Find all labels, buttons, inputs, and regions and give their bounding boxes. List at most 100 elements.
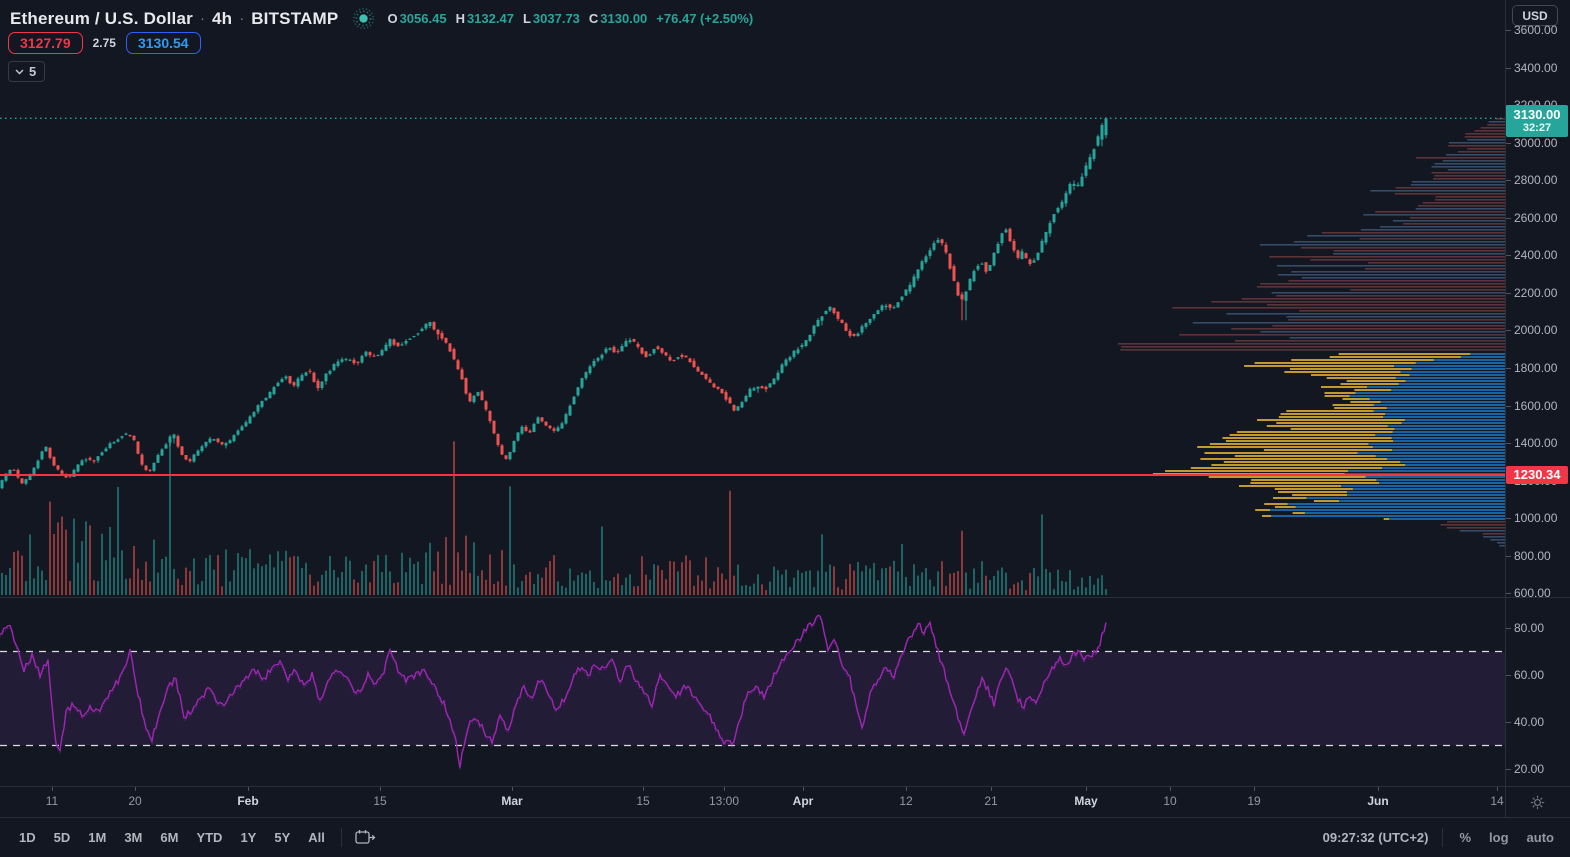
time-axis-label: 12	[899, 794, 913, 808]
high-label: H	[455, 11, 465, 26]
separator-dot: ·	[199, 10, 205, 27]
time-axis-label: 10	[1163, 794, 1177, 808]
time-axis-tick	[991, 787, 992, 791]
range-button-1d[interactable]: 1D	[19, 830, 36, 845]
low-value: 3037.73	[532, 11, 580, 26]
price-axis-tick	[1506, 218, 1511, 219]
price-axis-tick	[1506, 443, 1511, 444]
time-axis-label: 20	[128, 794, 142, 808]
time-axis-tick	[906, 787, 907, 791]
rsi-axis-tick	[1506, 628, 1511, 629]
time-axis-tick	[724, 787, 725, 791]
time-axis-label: 15	[636, 794, 650, 808]
pane-separator[interactable]	[0, 597, 1570, 598]
bar-countdown: 32:27	[1522, 122, 1552, 134]
price-axis-label: 2800.00	[1514, 173, 1558, 187]
rsi-axis-tick	[1506, 675, 1511, 676]
price-axis-label: 2000.00	[1514, 323, 1558, 337]
interval-label[interactable]: 4h	[211, 8, 233, 28]
price-axis[interactable]: USD 3600.003400.003200.003000.002800.002…	[1506, 0, 1570, 786]
go-to-date-button[interactable]	[349, 827, 382, 848]
session-clock[interactable]: 09:27:32 (UTC+2)	[1322, 830, 1429, 845]
price-axis-label: 2400.00	[1514, 248, 1558, 262]
time-axis-label: 14	[1490, 794, 1504, 808]
calendar-icon	[355, 830, 376, 844]
price-axis-tick	[1506, 518, 1511, 519]
price-axis-tick	[1506, 330, 1511, 331]
spread-value: 2.75	[92, 36, 116, 50]
time-axis-label: 11	[45, 794, 59, 808]
price-axis-tick	[1506, 293, 1511, 294]
price-axis-tick	[1506, 180, 1511, 181]
object-tree-count: 5	[29, 64, 37, 79]
price-axis-label: 2200.00	[1514, 286, 1558, 300]
price-chart-pane[interactable]	[0, 0, 1505, 597]
price-axis-tick	[1506, 255, 1511, 256]
time-axis-tick	[1254, 787, 1255, 791]
bid-button[interactable]: 3127.79	[8, 32, 83, 54]
rsi-indicator-pane[interactable]	[0, 598, 1505, 786]
range-button-ytd[interactable]: YTD	[196, 830, 223, 845]
open-label: O	[387, 11, 398, 26]
price-axis-tick	[1506, 30, 1511, 31]
close-value: 3130.00	[600, 11, 648, 26]
exchange-logo-icon	[352, 7, 375, 30]
time-axis-label: 13:00	[708, 794, 740, 808]
range-button-5d[interactable]: 5D	[53, 830, 71, 845]
price-axis-label: 3400.00	[1514, 61, 1558, 75]
time-axis-tick	[643, 787, 644, 791]
separator-dot: ·	[239, 10, 245, 27]
exchange-label[interactable]: BITSTAMP	[251, 8, 339, 28]
axis-settings-corner[interactable]	[1505, 787, 1570, 817]
rsi-axis-label: 20.00	[1514, 762, 1545, 776]
time-axis-tick	[248, 787, 249, 791]
price-axis-tick	[1506, 593, 1511, 594]
range-button-1y[interactable]: 1Y	[240, 830, 257, 845]
time-axis-tick	[52, 787, 53, 791]
range-button-3m[interactable]: 3M	[124, 830, 143, 845]
range-button-1m[interactable]: 1M	[88, 830, 107, 845]
chevron-down-icon	[15, 69, 24, 74]
high-value: 3132.47	[466, 11, 514, 26]
chart-header: Ethereum / U.S. Dollar · 4h · BITSTAMP O…	[10, 7, 753, 30]
date-range-buttons: 1D 5D 1M 3M 6M YTD 1Y 5Y All	[10, 826, 334, 849]
price-axis-label: 600.00	[1514, 586, 1551, 600]
log-scale-button[interactable]: log	[1489, 830, 1509, 845]
current-price-value: 3130.00	[1513, 107, 1561, 122]
time-axis-label: Apr	[792, 794, 814, 808]
time-axis-label: Mar	[501, 794, 523, 808]
ask-button[interactable]: 3130.54	[125, 32, 201, 54]
time-axis-label: 15	[373, 794, 387, 808]
symbol-title[interactable]: Ethereum / U.S. Dollar	[10, 8, 193, 28]
time-axis-label: 19	[1247, 794, 1261, 808]
alert-price-label[interactable]: 1230.34	[1506, 466, 1568, 484]
time-axis[interactable]: 11 20 Feb 15 Mar 15 13:00 Apr 12 21 May 10 19 Jun 14	[0, 787, 1505, 817]
object-tree-toggle[interactable]: 5	[8, 61, 46, 82]
open-value: 3056.45	[399, 11, 447, 26]
price-axis-label: 2600.00	[1514, 211, 1558, 225]
close-label: C	[588, 11, 599, 26]
price-axis-tick	[1506, 406, 1511, 407]
range-button-all[interactable]: All	[308, 830, 325, 845]
low-label: L	[522, 11, 531, 26]
time-axis-tick	[803, 787, 804, 791]
gear-icon	[1530, 795, 1545, 809]
price-axis-label: 3000.00	[1514, 136, 1558, 150]
currency-toggle-button[interactable]: USD	[1512, 5, 1558, 26]
price-axis-label: 1600.00	[1514, 399, 1558, 413]
ohlc-readout: O 3056.45 H 3132.47 L 3037.73 C 3130.00 +76.…	[387, 11, 753, 26]
range-button-5y[interactable]: 5Y	[274, 830, 291, 845]
pane-separator[interactable]	[0, 786, 1570, 787]
percent-scale-button[interactable]: %	[1459, 830, 1472, 845]
price-axis-label: 1800.00	[1514, 361, 1558, 375]
time-axis-tick	[512, 787, 513, 791]
range-button-6m[interactable]: 6M	[160, 830, 179, 845]
current-price-label[interactable]: 3130.00 32:27	[1506, 105, 1568, 137]
time-axis-label: Jun	[1367, 794, 1389, 808]
price-axis-tick	[1506, 143, 1511, 144]
time-axis-label: May	[1074, 794, 1098, 808]
time-axis-label: Feb	[237, 794, 259, 808]
time-axis-tick	[1378, 787, 1379, 791]
auto-scale-button[interactable]: auto	[1526, 830, 1554, 845]
